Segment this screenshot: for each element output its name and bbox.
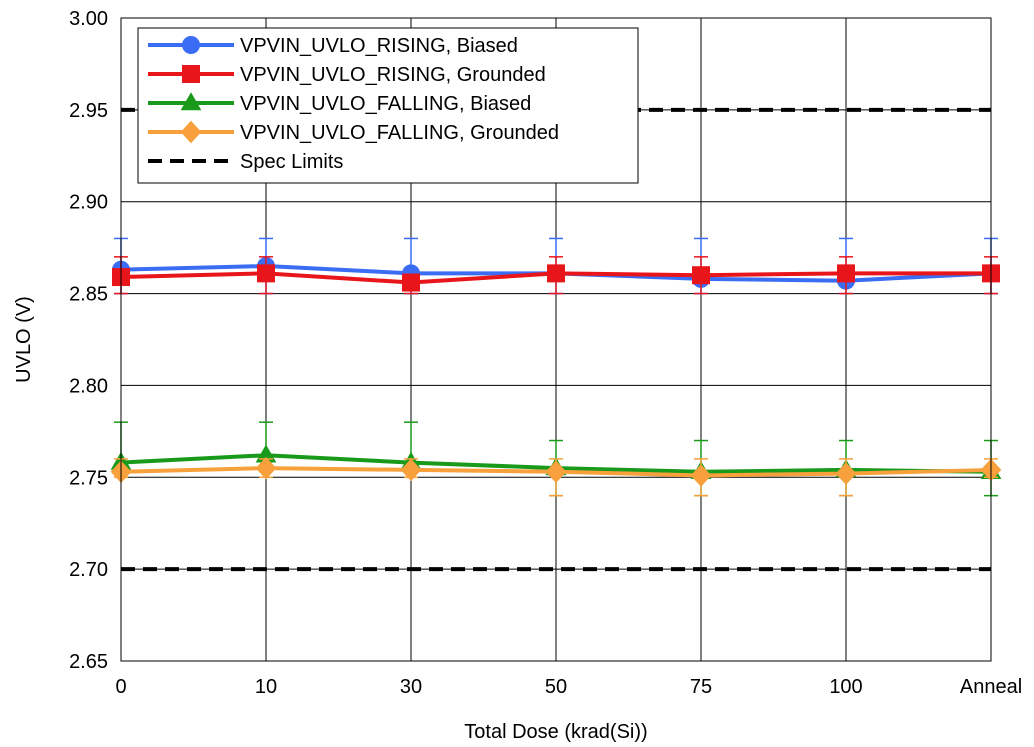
data-point	[690, 464, 712, 487]
data-point	[182, 36, 200, 54]
data-point	[547, 264, 565, 283]
x-tick-label: 0	[115, 676, 126, 698]
legend-label: VPVIN_UVLO_FALLING, Biased	[240, 93, 531, 115]
y-tick-label: 2.90	[69, 192, 108, 214]
y-tick-label: 3.00	[69, 8, 108, 30]
x-tick-label: 30	[400, 676, 422, 698]
y-tick-label: 2.75	[69, 467, 108, 489]
data-point	[545, 460, 567, 484]
data-point	[255, 456, 277, 480]
y-tick-label: 2.85	[69, 284, 108, 306]
data-point	[837, 264, 855, 283]
data-point	[182, 65, 200, 83]
data-point	[257, 264, 275, 283]
x-tick-label: 10	[255, 676, 277, 698]
y-tick-label: 2.80	[69, 375, 108, 397]
plot-area-frame	[120, 17, 992, 662]
x-axis-title: Total Dose (krad(Si))	[464, 721, 647, 743]
data-point	[180, 92, 202, 111]
legend-label: VPVIN_UVLO_RISING, Biased	[240, 35, 518, 57]
y-tick-label: 2.65	[69, 651, 108, 673]
legend-box	[137, 27, 639, 184]
x-axis-ticks: 0 10 30 50 75 100 Anneal	[115, 676, 1022, 698]
legend: VPVIN_UVLO_RISING, Biased VPVIN_UVLO_RISI…	[137, 27, 639, 184]
y-axis-ticks: 2.65 2.70 2.75 2.80 2.85 2.90 2.95 3.00	[69, 8, 108, 673]
series-1	[112, 256, 1000, 295]
data-point	[835, 462, 857, 485]
data-point	[402, 273, 420, 292]
y-tick-label: 2.95	[69, 100, 108, 122]
data-point	[692, 266, 710, 285]
data-series	[110, 237, 1002, 497]
x-tick-label: 50	[545, 676, 567, 698]
legend-label: VPVIN_UVLO_RISING, Grounded	[240, 64, 546, 86]
legend-label: VPVIN_UVLO_FALLING, Grounded	[240, 122, 559, 144]
legend-label: Spec Limits	[240, 151, 343, 173]
series-3	[110, 456, 1002, 497]
y-tick-label: 2.70	[69, 559, 108, 581]
y-axis-title: UVLO (V)	[13, 296, 35, 383]
data-point	[255, 444, 277, 463]
x-tick-label: Anneal	[960, 676, 1022, 698]
data-point	[400, 458, 422, 482]
x-tick-label: 100	[829, 676, 862, 698]
x-tick-label: 75	[690, 676, 712, 698]
data-point	[180, 120, 202, 144]
